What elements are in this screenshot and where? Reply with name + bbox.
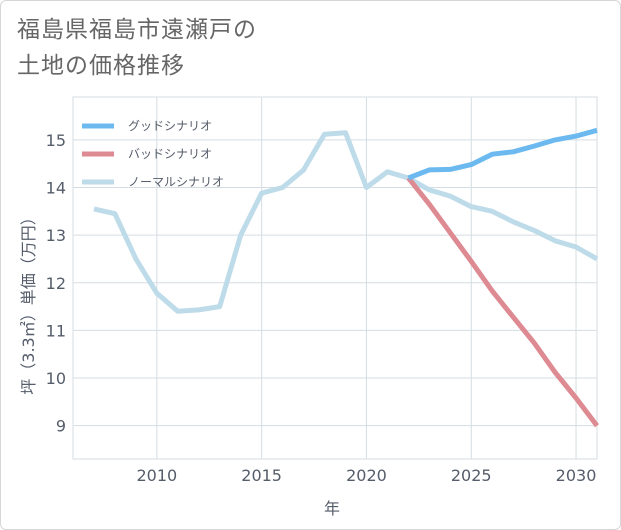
grid-lines bbox=[72, 96, 598, 460]
legend-label: バッドシナリオ bbox=[128, 147, 212, 161]
y-tick-label: 12 bbox=[46, 274, 66, 293]
legend-item-normal: ノーマルシナリオ bbox=[82, 175, 224, 189]
series-line-good bbox=[407, 127, 598, 181]
y-tick-label: 10 bbox=[46, 369, 66, 388]
y-tick-label: 13 bbox=[46, 226, 66, 245]
legend-item-bad: バッドシナリオ bbox=[82, 147, 212, 161]
legend-item-good: グッドシナリオ bbox=[82, 119, 212, 133]
x-tick-label: 2030 bbox=[556, 466, 597, 485]
series-line-bad bbox=[406, 176, 599, 428]
x-tick-label: 2025 bbox=[451, 466, 492, 485]
x-tick-label: 2010 bbox=[136, 466, 177, 485]
y-tick-label: 9 bbox=[56, 417, 66, 436]
chart-title-line2: 土地の価格推移 bbox=[17, 53, 185, 79]
x-axis-label: 年 bbox=[324, 499, 340, 518]
x-tick-label: 2020 bbox=[346, 466, 387, 485]
chart-title: 福島県福島市遠瀬戸の 土地の価格推移 bbox=[17, 12, 257, 84]
y-tick-label: 14 bbox=[46, 179, 66, 198]
series-line-normal bbox=[93, 130, 599, 314]
y-axis-label: 坪（3.3㎡）単価（万円） bbox=[19, 209, 38, 394]
y-tick-label: 15 bbox=[46, 131, 66, 150]
tick-labels: 9 10 11 12 13 14 15 2010 2015 2020 2025 2030 bbox=[46, 131, 597, 485]
chart-title-line1: 福島県福島市遠瀬戸の bbox=[17, 17, 257, 43]
legend-label: グッドシナリオ bbox=[128, 119, 212, 133]
series-layer bbox=[93, 127, 599, 428]
y-tick-label: 11 bbox=[46, 321, 66, 340]
x-tick-label: 2015 bbox=[241, 466, 282, 485]
legend-label: ノーマルシナリオ bbox=[128, 175, 224, 189]
plot-area-border bbox=[72, 96, 598, 460]
